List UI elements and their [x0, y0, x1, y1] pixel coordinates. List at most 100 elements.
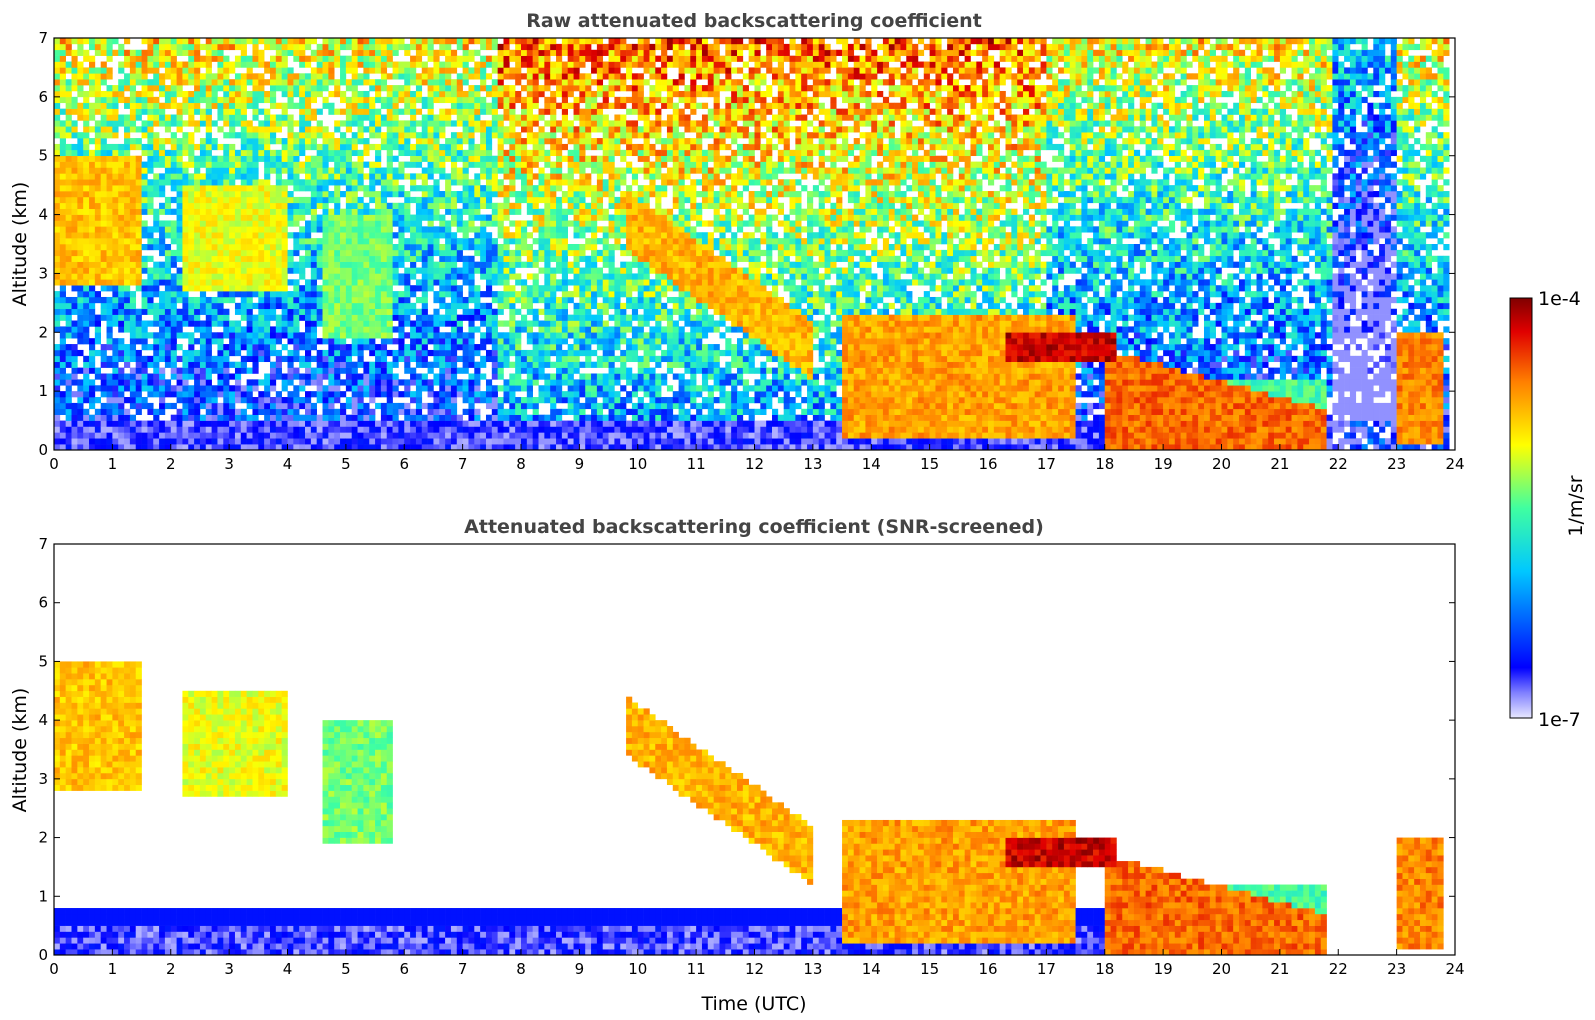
heatmap-cell — [229, 391, 236, 398]
heatmap-cell — [334, 238, 341, 245]
heatmap-cell — [246, 397, 253, 404]
heatmap-cell — [404, 414, 411, 421]
heatmap-cell — [491, 214, 498, 221]
heatmap-cell — [526, 438, 533, 445]
heatmap-cell — [94, 232, 101, 239]
heatmap-cell — [246, 126, 253, 133]
heatmap-cell — [112, 385, 119, 392]
heatmap-cell — [199, 261, 207, 268]
heatmap-cell — [252, 432, 259, 439]
heatmap-cell — [229, 61, 236, 68]
heatmap-cell — [211, 79, 218, 86]
heatmap-cell — [328, 38, 335, 45]
heatmap-cell — [106, 202, 113, 209]
heatmap-cell — [287, 338, 294, 345]
heatmap-cell — [281, 67, 288, 74]
heatmap-cell — [357, 102, 364, 109]
heatmap-cell — [83, 149, 90, 157]
heatmap-cell — [375, 402, 382, 410]
heatmap-cell — [217, 196, 224, 204]
heatmap-cell — [322, 55, 329, 62]
heatmap-cell — [89, 249, 96, 257]
heatmap-cell — [164, 344, 172, 351]
heatmap-cell — [521, 96, 528, 104]
heatmap-cell — [141, 61, 148, 68]
heatmap-cell — [188, 438, 195, 445]
heatmap-cell — [54, 244, 61, 251]
heatmap-cell — [427, 361, 434, 368]
heatmap-cell — [141, 302, 148, 310]
heatmap-cell — [532, 379, 539, 386]
heatmap-cell — [380, 167, 388, 174]
heatmap-cell — [480, 38, 487, 45]
heatmap-cell — [188, 120, 195, 127]
heatmap-cell — [421, 426, 428, 433]
heatmap-cell — [147, 285, 154, 292]
heatmap-cell — [71, 102, 78, 109]
heatmap-cell — [521, 408, 528, 415]
heatmap-cell — [532, 402, 539, 410]
heatmap-cell — [264, 79, 271, 86]
heatmap-cell — [118, 191, 125, 198]
heatmap-cell — [281, 138, 288, 145]
heatmap-cell — [124, 202, 131, 209]
heatmap-cell — [129, 438, 137, 445]
heatmap-cell — [357, 138, 364, 145]
heatmap-cell — [316, 385, 323, 392]
heatmap-cell — [217, 185, 224, 192]
heatmap-cell — [269, 61, 277, 68]
heatmap-cell — [258, 155, 265, 162]
heatmap-cell — [129, 355, 137, 363]
heatmap-cell — [532, 285, 539, 292]
heatmap-cell — [211, 444, 218, 450]
heatmap-cell — [485, 261, 493, 268]
heatmap-cell — [380, 373, 388, 380]
heatmap-cell — [164, 138, 172, 145]
heatmap-cell — [299, 414, 306, 421]
heatmap-cell — [135, 220, 142, 227]
heatmap-cell — [380, 232, 388, 239]
heatmap-cell — [176, 179, 183, 186]
heatmap-cell — [293, 408, 300, 415]
heatmap-cell — [164, 232, 172, 239]
heatmap-cell — [100, 43, 107, 51]
heatmap-cell — [281, 332, 288, 339]
heatmap-cell — [375, 132, 382, 139]
heatmap-cell — [456, 355, 463, 363]
heatmap-cell — [485, 138, 493, 145]
heatmap-cell — [100, 108, 107, 115]
heatmap-cell — [100, 102, 107, 109]
heatmap-cell — [147, 191, 154, 198]
heatmap-cell — [141, 132, 148, 139]
heatmap-cell — [89, 291, 96, 298]
heatmap-cell — [421, 120, 428, 127]
heatmap-cell — [363, 126, 370, 133]
heatmap-cell — [287, 408, 294, 415]
heatmap-cell — [345, 161, 353, 168]
heatmap-cell — [223, 232, 230, 239]
heatmap-cell — [59, 308, 66, 315]
heatmap-cell — [334, 397, 341, 404]
heatmap-cell — [345, 202, 353, 209]
heatmap-cell — [503, 302, 510, 310]
heatmap-cell — [380, 308, 388, 315]
heatmap-cell — [328, 367, 335, 374]
heatmap-cell — [345, 67, 353, 74]
heatmap-cell — [497, 261, 504, 268]
heatmap-cell — [234, 249, 242, 257]
heatmap-cell — [363, 432, 370, 439]
heatmap-cell — [445, 220, 452, 227]
heatmap-cell — [293, 355, 300, 363]
heatmap-cell — [450, 214, 458, 221]
heatmap-cell — [357, 255, 364, 262]
heatmap-cell — [252, 61, 259, 68]
heatmap-cell — [129, 67, 137, 74]
heatmap-cell — [77, 43, 84, 51]
heatmap-cell — [386, 373, 393, 380]
heatmap-cell — [118, 79, 125, 86]
heatmap-cell — [129, 261, 137, 268]
heatmap-cell — [135, 167, 142, 174]
heatmap-cell — [176, 232, 183, 239]
heatmap-cell — [89, 349, 96, 357]
heatmap-cell — [392, 326, 399, 333]
